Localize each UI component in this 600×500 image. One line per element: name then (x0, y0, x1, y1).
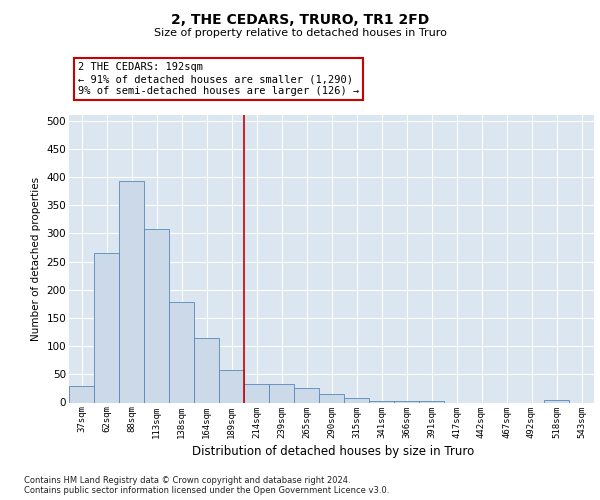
Bar (119, 181, 144, 402)
Bar (544, 400, 569, 402)
Text: 2, THE CEDARS, TRURO, TR1 2FD: 2, THE CEDARS, TRURO, TR1 2FD (171, 12, 429, 26)
Y-axis label: Number of detached properties: Number of detached properties (31, 176, 41, 341)
Bar (144, 230, 169, 402)
Bar (344, 398, 369, 402)
Bar (69, 386, 94, 402)
Bar (319, 394, 344, 402)
Text: Distribution of detached houses by size in Truro: Distribution of detached houses by size … (192, 444, 474, 458)
Text: Size of property relative to detached houses in Truro: Size of property relative to detached ho… (154, 28, 446, 38)
Bar (194, 338, 219, 402)
Bar (94, 253, 119, 402)
Bar (269, 384, 294, 402)
Bar (244, 384, 269, 402)
Text: 2 THE CEDARS: 192sqm
← 91% of detached houses are smaller (1,290)
9% of semi-det: 2 THE CEDARS: 192sqm ← 91% of detached h… (78, 62, 359, 96)
Bar (169, 302, 194, 402)
Bar (219, 370, 244, 402)
Bar (294, 388, 319, 402)
Text: Contains HM Land Registry data © Crown copyright and database right 2024.
Contai: Contains HM Land Registry data © Crown c… (24, 476, 389, 495)
